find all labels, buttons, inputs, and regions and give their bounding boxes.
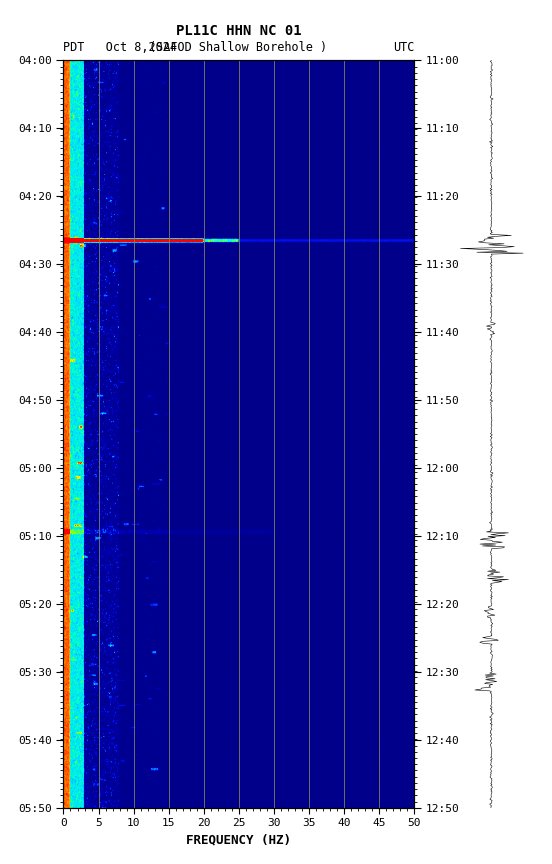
Text: UTC: UTC [392, 41, 414, 54]
X-axis label: FREQUENCY (HZ): FREQUENCY (HZ) [186, 834, 291, 847]
Title: PL11C HHN NC 01: PL11C HHN NC 01 [176, 24, 301, 39]
Text: PDT   Oct 8,2024: PDT Oct 8,2024 [63, 41, 178, 54]
Text: (SAFOD Shallow Borehole ): (SAFOD Shallow Borehole ) [150, 41, 327, 54]
